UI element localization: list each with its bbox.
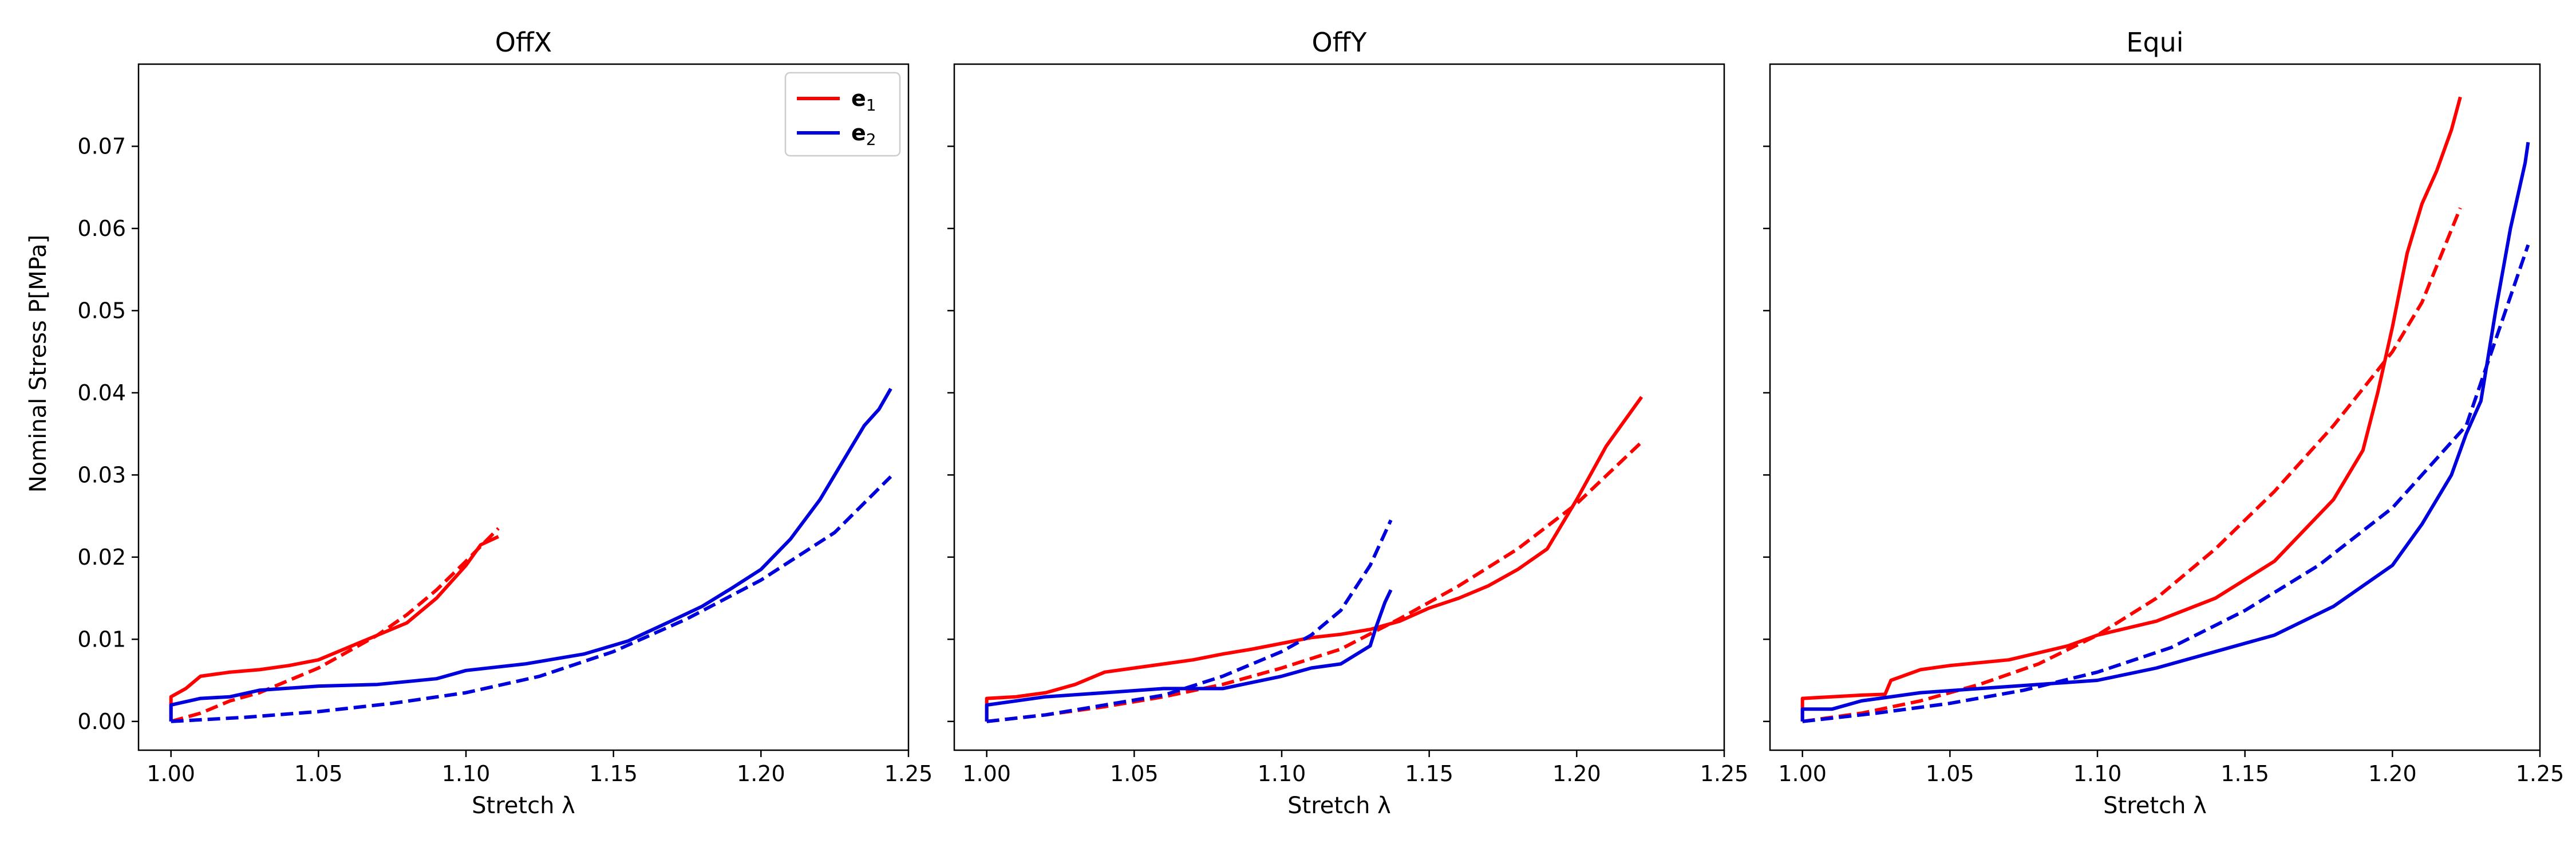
- x-tick-label: 1.00: [962, 761, 1011, 786]
- x-axis-label: Stretch λ: [2103, 793, 2207, 819]
- y-tick-label: 0.02: [77, 545, 126, 570]
- x-tick-label: 1.05: [1926, 761, 1974, 786]
- panel-equi: Equi 1.00 1.05 1.10 1.15 1.20 1.25 Stretch λ: [1763, 27, 2564, 819]
- x-tick-label: 1.05: [1110, 761, 1159, 786]
- series-line-e2-dashed: [1802, 244, 2530, 723]
- series-line-e2-solid: [1800, 141, 2530, 722]
- x-tick-label: 1.15: [589, 761, 638, 786]
- x-tick-label: 1.05: [294, 761, 343, 786]
- series-line-e1-solid: [169, 535, 499, 722]
- panel-offy: OffY 1.00 1.05 1.10 1.15 1.20 1.25 Stretch λ: [947, 27, 1748, 819]
- x-tick-label: 1.20: [737, 761, 785, 786]
- y-tick-label: 0.03: [77, 462, 126, 487]
- axes-frame: [953, 63, 1725, 751]
- x-tick-label: 1.20: [1552, 761, 1601, 786]
- legend-label-e1: e1: [851, 86, 876, 115]
- x-tick-label: 1.10: [2073, 761, 2122, 786]
- x-tick-label: 1.00: [1778, 761, 1827, 786]
- series-group: [985, 396, 1643, 723]
- legend-box: [784, 72, 901, 157]
- y-tick-label: 0.04: [77, 380, 126, 405]
- legend-label-e2: e2: [851, 120, 876, 149]
- x-axis-label: Stretch λ: [1287, 793, 1391, 819]
- series-line-e1-solid: [985, 396, 1643, 722]
- x-tick-label: 1.10: [1258, 761, 1306, 786]
- series-line-e1-dashed: [986, 440, 1643, 723]
- x-axis-label: Stretch λ: [472, 793, 575, 819]
- x-tick-label: 1.15: [1405, 761, 1453, 786]
- y-tick-label: 0.07: [77, 133, 126, 159]
- series-line-e2-solid: [985, 589, 1393, 722]
- series-line-e2-dashed: [171, 475, 892, 723]
- x-tick-label: 1.10: [442, 761, 491, 786]
- axes-frame: [1769, 63, 2541, 751]
- x-tick-label: 1.25: [2516, 761, 2565, 786]
- y-axis-label: Nominal Stress P[MPa]: [25, 235, 52, 493]
- x-tick-label: 1.25: [884, 761, 933, 786]
- y-tick-label: 0.06: [77, 216, 126, 241]
- panel-offx: OffX 1.00 1.05 1.10 1.15 1.20 1.25 0.00 0.01 0.02…: [77, 27, 933, 819]
- series-group: [169, 388, 892, 723]
- series-line-e1-dashed: [170, 527, 500, 723]
- series-line-e2-dashed: [986, 519, 1393, 723]
- panel-title: OffX: [495, 27, 552, 58]
- series-line-e1-dashed: [1802, 207, 2462, 723]
- series-line-e2-solid: [169, 388, 892, 722]
- x-tick-label: 1.20: [2368, 761, 2417, 786]
- axes-frame: [137, 63, 910, 751]
- series-line-e1-solid: [1800, 96, 2462, 722]
- y-tick-label: 0.00: [77, 709, 126, 734]
- panel-title: OffY: [1312, 27, 1368, 58]
- series-group: [1800, 96, 2530, 723]
- x-tick-label: 1.00: [147, 761, 195, 786]
- y-tick-label: 0.01: [77, 626, 126, 652]
- y-tick-label: 0.05: [77, 298, 126, 323]
- x-tick-label: 1.25: [1700, 761, 1749, 786]
- panel-title: Equi: [2126, 27, 2183, 58]
- x-tick-label: 1.15: [2221, 761, 2269, 786]
